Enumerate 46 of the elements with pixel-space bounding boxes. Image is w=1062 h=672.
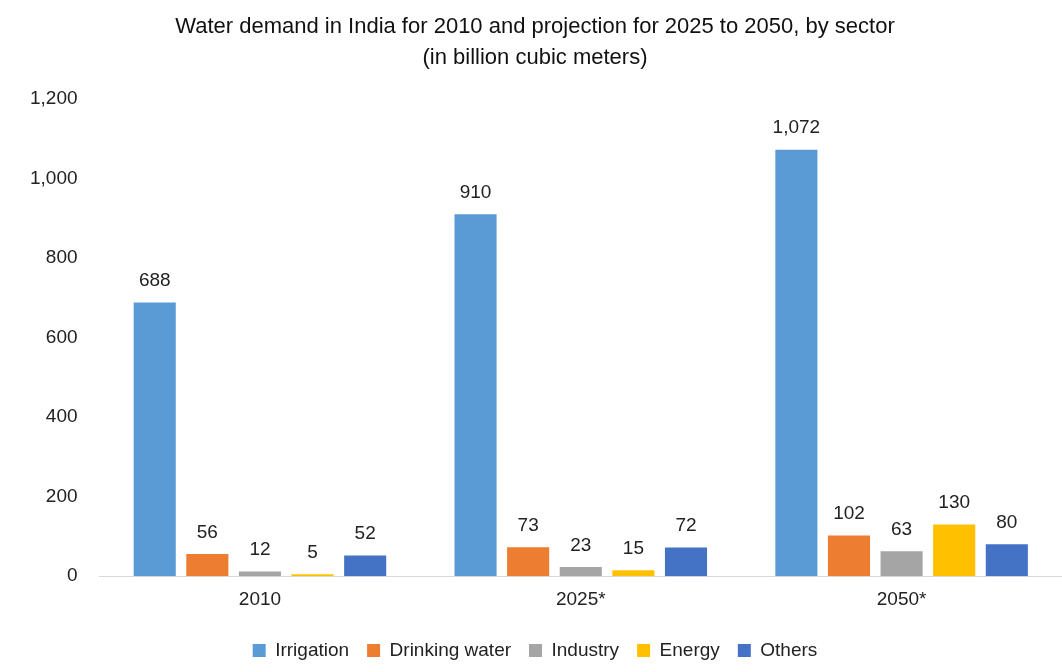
chart-title: Water demand in India for 2010 and projection for 2025 to 2050, by sector — [175, 13, 895, 39]
data-label: 72 — [675, 514, 697, 536]
data-label: 130 — [938, 491, 971, 513]
data-label: 5 — [307, 540, 318, 562]
bar — [827, 535, 871, 577]
data-label: 23 — [570, 533, 592, 555]
x-tick-label: 2025* — [555, 587, 607, 609]
legend-label: Industry — [551, 638, 620, 660]
bar — [186, 553, 229, 577]
data-label: 56 — [196, 520, 218, 542]
bar — [133, 302, 176, 577]
y-tick-label: 0 — [66, 564, 78, 586]
bar — [880, 551, 923, 577]
bar — [664, 547, 708, 577]
data-label: 12 — [249, 538, 271, 560]
bar — [507, 547, 550, 577]
data-label: 1,072 — [772, 116, 821, 138]
y-tick-label: 800 — [45, 246, 78, 268]
data-label: 73 — [517, 513, 539, 535]
legend-label: Energy — [659, 638, 721, 660]
y-tick-label: 1,000 — [30, 166, 78, 188]
data-label: 102 — [833, 502, 865, 524]
bar — [454, 214, 497, 577]
data-label: 63 — [891, 517, 913, 539]
legend-label: Others — [760, 638, 818, 660]
bar — [775, 149, 818, 577]
bar — [559, 567, 602, 577]
bar — [985, 544, 1028, 577]
legend-label: Irrigation — [275, 638, 350, 660]
data-label: 910 — [459, 180, 492, 202]
y-tick-label: 1,200 — [30, 87, 78, 109]
bar — [933, 524, 976, 577]
data-label: 80 — [996, 511, 1018, 533]
legend-label: Drinking water — [389, 638, 512, 660]
data-label: 688 — [138, 269, 171, 291]
bar — [344, 555, 387, 577]
y-tick-label: 600 — [45, 325, 78, 347]
x-tick-label: 2050* — [876, 587, 928, 609]
y-tick-label: 400 — [45, 405, 78, 427]
chart-subtitle: (in billion cubic meters) — [422, 43, 648, 69]
y-tick-label: 200 — [45, 484, 78, 506]
x-tick-label: 2010 — [238, 587, 282, 609]
data-label: 15 — [622, 536, 644, 558]
bar — [612, 570, 655, 577]
data-label: 52 — [354, 522, 376, 544]
bar — [238, 571, 281, 577]
